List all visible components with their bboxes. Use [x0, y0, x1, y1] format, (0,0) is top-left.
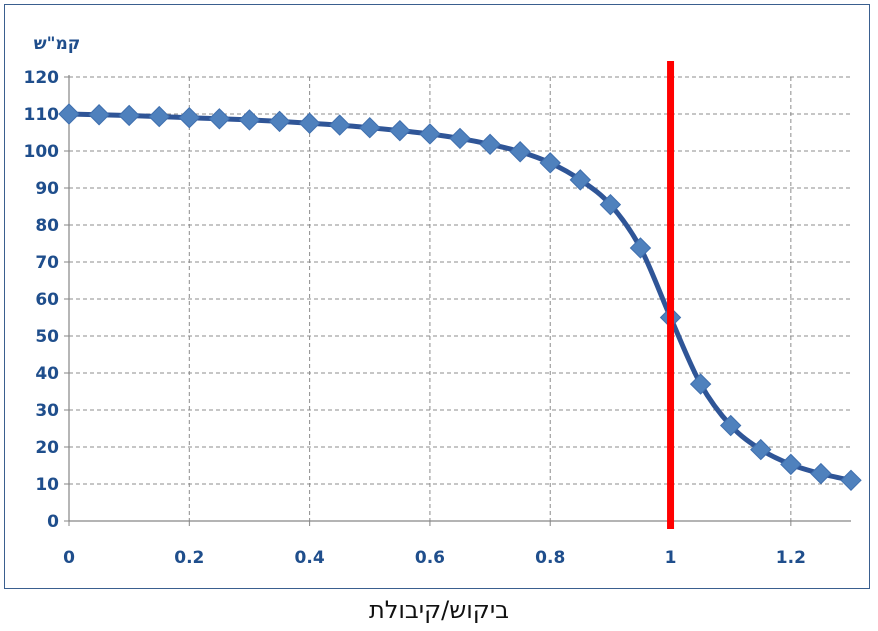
- y-tick-labels: 0 10 20 30 40 50 60 70 80 90 100 110 120: [24, 68, 60, 532]
- data-point-marker: [479, 133, 501, 156]
- data-point-marker: [629, 237, 652, 259]
- data-point-marker: [840, 469, 862, 492]
- x-tick-label: 0.8: [535, 548, 565, 568]
- y-tick-label: 70: [35, 253, 59, 273]
- data-point-marker: [88, 104, 110, 126]
- data-point-marker: [268, 110, 291, 133]
- data-point-marker: [208, 108, 231, 130]
- x-tick-label: 1: [665, 548, 677, 568]
- y-tick-label: 60: [35, 290, 59, 310]
- x-tick-labels: 0 0.2 0.4 0.6 0.8 1 1.2: [63, 548, 806, 568]
- data-point-marker: [359, 116, 381, 139]
- x-tick-label: 0: [63, 548, 75, 568]
- chart-frame: 0 10 20 30 40 50 60 70 80 90 100 110 120 0 0.2 0.4 0.6 0…: [4, 4, 870, 589]
- x-axis-label: ביקוש/קיבולת: [368, 596, 510, 624]
- data-point-marker: [599, 193, 622, 216]
- data-point-marker: [389, 119, 411, 142]
- data-point-marker: [539, 152, 561, 174]
- y-tick-label: 90: [35, 179, 59, 199]
- data-point-marker: [719, 414, 742, 437]
- data-point-marker: [419, 123, 441, 145]
- y-tick-label: 80: [35, 216, 59, 236]
- series-group: [58, 103, 862, 492]
- data-point-marker: [449, 127, 471, 150]
- y-tick-label: 110: [24, 105, 60, 125]
- data-point-marker: [118, 104, 140, 127]
- data-point-marker: [810, 462, 832, 485]
- data-point-marker: [780, 453, 802, 476]
- y-tick-label: 10: [35, 475, 59, 495]
- y-tick-label: 120: [24, 68, 60, 88]
- x-tick-label: 0.2: [174, 548, 204, 568]
- y-tick-label: 40: [35, 364, 59, 384]
- data-point-marker: [750, 438, 772, 461]
- data-point-marker: [509, 141, 531, 163]
- y-tick-label: 20: [35, 438, 59, 458]
- data-point-marker: [58, 103, 80, 125]
- data-point-marker: [689, 373, 712, 395]
- data-point-marker: [238, 109, 261, 131]
- data-point-marker: [328, 114, 351, 136]
- y-tick-label: 50: [35, 327, 59, 347]
- y-axis-label: קמ"ש: [34, 34, 81, 54]
- data-point-marker: [569, 169, 592, 191]
- y-tick-label: 100: [24, 142, 60, 162]
- x-tick-label: 0.6: [415, 548, 445, 568]
- y-tick-label: 30: [35, 401, 59, 421]
- axes: [64, 75, 851, 526]
- y-tick-label: 0: [47, 512, 59, 532]
- data-point-marker: [298, 112, 321, 134]
- x-tick-label: 0.4: [295, 548, 325, 568]
- data-point-marker: [148, 105, 170, 128]
- data-point-marker: [178, 106, 201, 129]
- x-tick-label: 1.2: [776, 548, 806, 568]
